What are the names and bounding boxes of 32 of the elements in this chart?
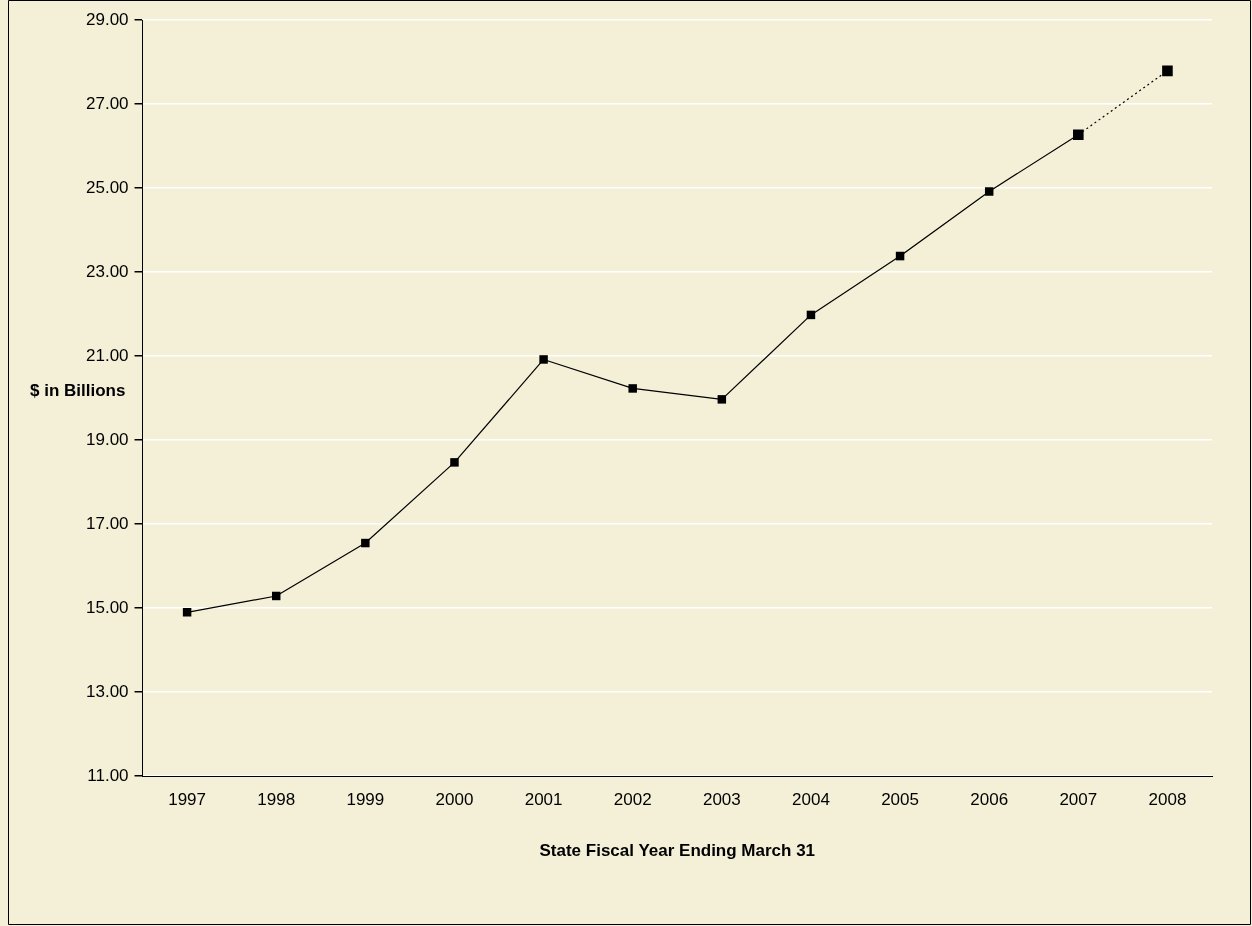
point [628,384,637,393]
x-tick-label: 2004 [792,790,830,810]
x-tick-label: 2002 [613,790,652,810]
x-axis-title: State Fiscal Year Ending March 31 [539,841,816,861]
y-tick-label: 11.00 [87,765,129,785]
x-tick-label: 2007 [1059,790,1098,810]
point [182,608,192,617]
y-tick-label: 29.00 [85,9,129,29]
y-tick-label: 21.00 [85,345,129,365]
y-tick-label: 17.00 [85,513,129,533]
y-tick-label: 13.00 [85,681,129,701]
point [717,395,727,404]
x-tick-label: 2001 [524,790,563,810]
x-tick-label: 1997 [168,790,207,810]
point [361,538,370,548]
y-tick-label: 27.00 [85,93,129,113]
x-tick-label: 2006 [970,790,1009,810]
y-tick-label: 25.00 [85,177,129,197]
x-tick-label: 1998 [257,790,296,810]
x-tick-label: 2005 [881,790,919,810]
x-tick-label: 2000 [435,790,474,810]
x-tick-label: 2008 [1148,790,1187,810]
x-tick-label: 1999 [346,790,385,810]
point [450,458,459,467]
y-tick-label: 15.00 [85,597,129,617]
x-tick-label: 2003 [702,790,741,810]
point [984,187,994,196]
point [1162,65,1173,77]
y-tick-label: 19.00 [85,429,129,449]
y-axis-title: $ in Billions [30,380,127,402]
y-tick-label: 23.00 [85,261,129,281]
point [539,355,548,364]
